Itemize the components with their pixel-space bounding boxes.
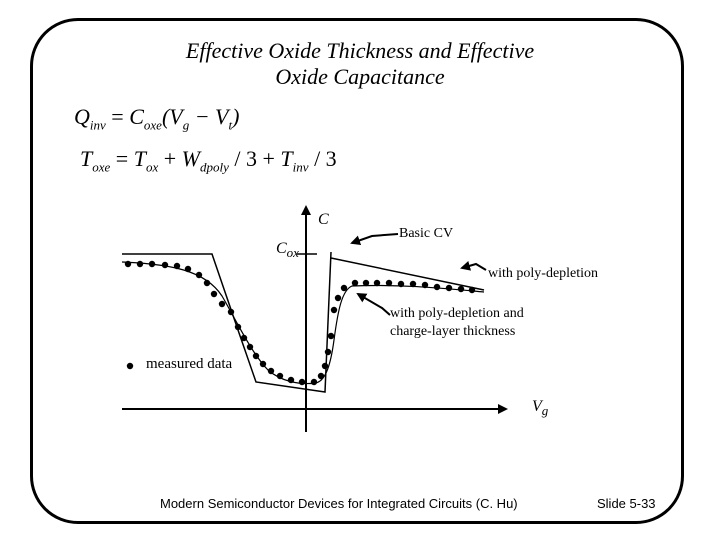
- data-point: [351, 279, 359, 287]
- slide-number: Slide 5-33: [597, 496, 656, 511]
- eq1-paren-v: (V: [161, 104, 183, 129]
- label-charge-layer-line1: with poly-depletion and: [390, 306, 524, 321]
- legend-measured-data: measured data: [146, 356, 233, 372]
- eq1-q: Q: [74, 104, 90, 129]
- data-point: [246, 343, 254, 351]
- data-point: [184, 265, 192, 273]
- data-point: [321, 362, 329, 370]
- data-point: [298, 378, 306, 386]
- data-point: [161, 261, 169, 269]
- data-point: [267, 367, 275, 375]
- data-point: [203, 279, 211, 287]
- data-point: [148, 260, 156, 268]
- slide-frame: [30, 18, 684, 524]
- c-axis-label: C: [318, 211, 329, 228]
- data-point: [124, 260, 132, 268]
- eq2-t1: T: [80, 146, 93, 171]
- eq2-plus: +: [158, 146, 182, 171]
- eq2-w: W: [181, 146, 200, 171]
- eq2-t1-sub: oxe: [92, 159, 111, 175]
- label-poly-depletion: with poly-depletion: [488, 266, 599, 281]
- equation-qinv: Qinv = Coxe(Vg − Vt): [74, 104, 239, 133]
- eq2-div: / 3: [308, 146, 337, 171]
- data-point: [397, 280, 405, 288]
- eq1-q-sub: inv: [89, 117, 106, 133]
- vg-axis-sub: g: [541, 403, 549, 419]
- data-point: [210, 290, 218, 298]
- cox-label: Cox: [276, 240, 299, 261]
- data-point: [327, 332, 335, 340]
- label-charge-layer-line2: charge-layer thickness: [390, 324, 516, 339]
- data-point: [195, 271, 203, 279]
- eq1-minus-v: − V: [189, 104, 229, 129]
- eq1-c: C: [129, 104, 144, 129]
- arrow-poly-depletion: [460, 260, 487, 271]
- data-point: [287, 376, 295, 384]
- eq2-w-sub: dpoly: [200, 159, 229, 175]
- data-point: [409, 280, 417, 288]
- vg-axis-label: Vg: [532, 398, 548, 419]
- data-point: [457, 285, 465, 293]
- data-point: [310, 378, 318, 386]
- data-point: [362, 279, 370, 287]
- data-point: [330, 306, 338, 314]
- equation-toxe: Toxe = Tox + Wdpoly / 3 + Tinv / 3: [80, 146, 337, 175]
- arrow-basic-cv: [350, 233, 399, 246]
- eq2-t2: T: [133, 146, 146, 171]
- data-point: [334, 294, 342, 302]
- data-point: [373, 279, 381, 287]
- data-point: [468, 286, 476, 294]
- data-point: [136, 260, 144, 268]
- footer-citation: Modern Semiconductor Devices for Integra…: [160, 496, 518, 511]
- data-point: [252, 352, 260, 360]
- data-point: [445, 284, 453, 292]
- eq2-t3-sub: inv: [292, 159, 309, 175]
- legend-marker: [126, 362, 134, 370]
- slide-title-line1: Effective Oxide Thickness and Effective: [185, 38, 535, 63]
- data-point: [276, 372, 284, 380]
- data-point: [173, 262, 181, 270]
- data-point: [385, 279, 393, 287]
- data-point: [421, 281, 429, 289]
- eq2-t2-sub: ox: [145, 159, 159, 175]
- label-basic-cv: Basic CV: [399, 226, 454, 241]
- data-point: [433, 283, 441, 291]
- data-point: [259, 360, 267, 368]
- vg-axis-v: V: [532, 398, 542, 415]
- eq2-equals: =: [110, 146, 134, 171]
- eq2-div-plus: / 3 +: [228, 146, 281, 171]
- data-point: [324, 348, 332, 356]
- eq1-equals: =: [105, 104, 130, 129]
- data-point: [317, 372, 325, 380]
- data-point: [218, 300, 226, 308]
- data-point: [234, 323, 242, 331]
- eq1-close-paren: ): [232, 104, 240, 129]
- data-point: [240, 334, 248, 342]
- eq1-vg-sub: g: [182, 117, 190, 133]
- eq1-c-sub: oxe: [143, 117, 162, 133]
- eq2-t3: T: [280, 146, 293, 171]
- data-point: [340, 284, 348, 292]
- cox-sub: ox: [286, 245, 299, 261]
- cox-c: C: [276, 240, 287, 257]
- slide-title-line2: Oxide Capacitance: [275, 64, 445, 89]
- data-point: [227, 308, 235, 316]
- eq1-vt-sub: t: [228, 117, 233, 133]
- arrow-charge-layer: [356, 292, 391, 316]
- measured-data-points: [124, 260, 476, 386]
- poly-depletion-curve: [330, 257, 485, 291]
